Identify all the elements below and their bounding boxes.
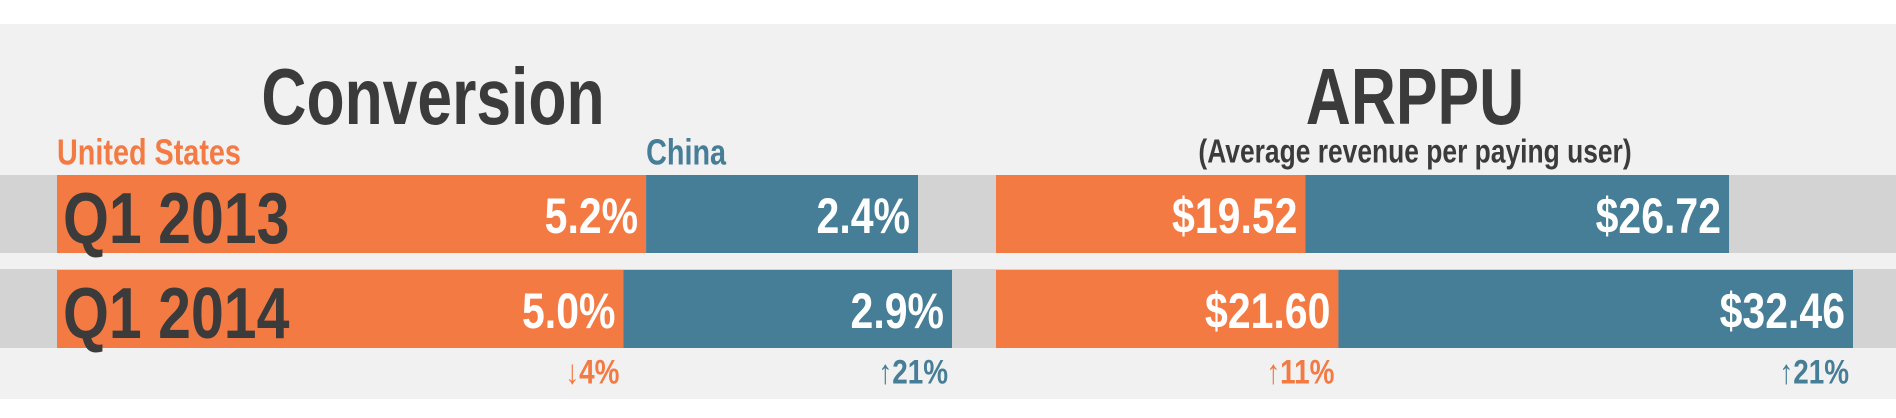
value-label: $26.72 [1596, 188, 1721, 244]
change-label: ↑11% [1266, 353, 1334, 391]
value-label: $32.46 [1720, 283, 1845, 339]
value-label: $21.60 [1205, 283, 1330, 339]
value-label: 2.4% [817, 188, 910, 244]
legend-label: United States [57, 132, 241, 173]
bar [996, 175, 1306, 253]
category-label: Q1 2013 [63, 178, 289, 259]
bar [1338, 270, 1853, 348]
value-label: $19.52 [1172, 188, 1297, 244]
bar [996, 270, 1339, 348]
bar [57, 175, 647, 253]
chart-title: Conversion [261, 52, 604, 141]
bar [623, 270, 952, 348]
change-label: ↑21% [878, 353, 948, 391]
bar [57, 270, 624, 348]
change-label: ↓4% [565, 353, 619, 391]
bar [1305, 175, 1730, 253]
category-label: Q1 2014 [63, 273, 290, 354]
value-label: 5.0% [522, 283, 615, 339]
legend-label: China [646, 132, 727, 173]
chart-subtitle: (Average revenue per paying user) [1198, 134, 1631, 170]
chart-title: ARPPU [1306, 52, 1524, 141]
value-label: 2.9% [851, 283, 944, 339]
value-label: 5.2% [545, 188, 638, 244]
change-label: ↑21% [1779, 353, 1849, 391]
bar [646, 175, 919, 253]
